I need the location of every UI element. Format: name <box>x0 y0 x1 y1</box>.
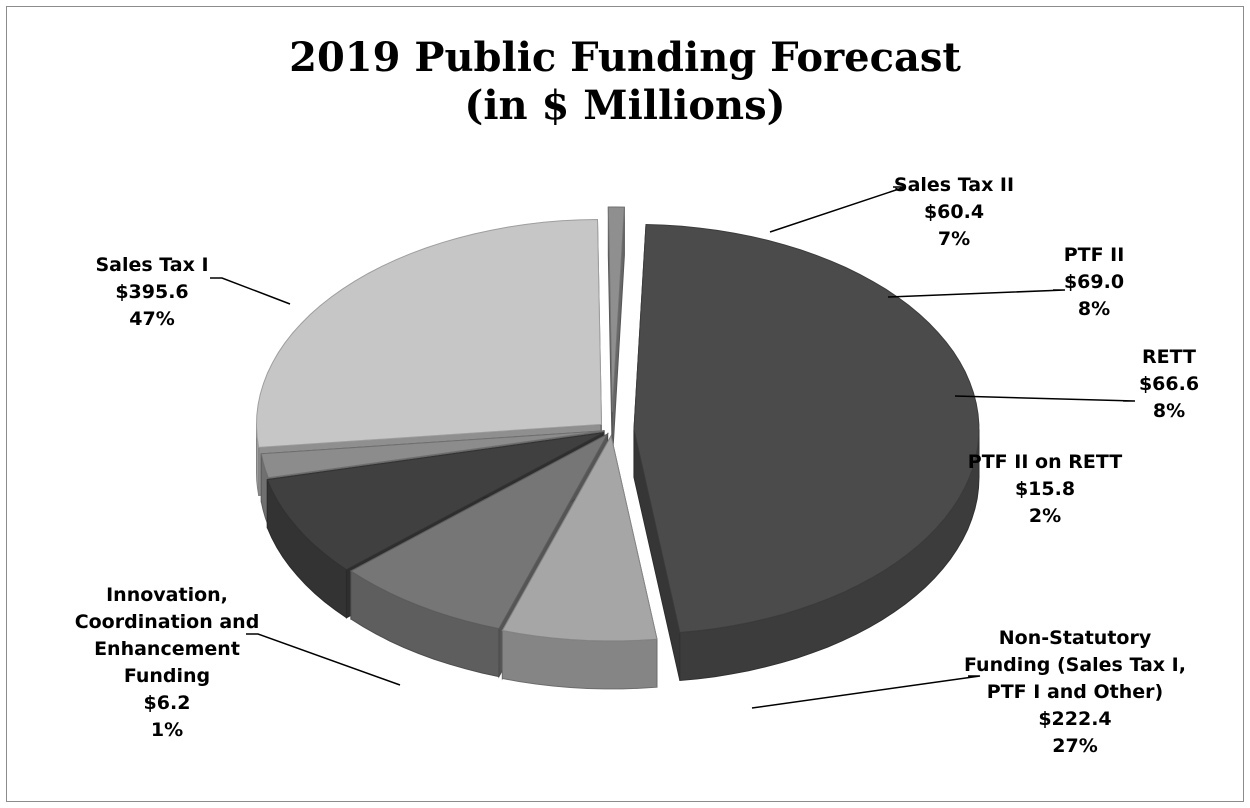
slice-percent: 8% <box>1152 400 1186 422</box>
slice-percent: 7% <box>937 228 971 250</box>
slice-percent: 8% <box>1077 298 1111 320</box>
slice-label-sales_tax_i: Sales Tax I $395.6 47% <box>2 252 302 333</box>
slice-tops <box>255 206 980 642</box>
slice-name: Enhancement <box>94 638 240 660</box>
slice-percent: 2% <box>1028 505 1062 527</box>
slice-innovation <box>607 206 625 413</box>
leader-lines <box>210 186 1136 709</box>
slice-percent: 27% <box>1052 735 1098 757</box>
slice-name: RETT <box>1142 346 1196 368</box>
slice-name: Funding (Sales Tax I, <box>964 654 1186 676</box>
leader-line-rett <box>954 395 1136 402</box>
slice-value: $15.8 <box>1014 478 1076 500</box>
slice-label-sales_tax_ii: Sales Tax II $60.4 7% <box>804 172 1104 253</box>
slice-ptf_ii_on_rett <box>260 430 605 479</box>
slice-name: Innovation, <box>106 584 228 606</box>
slice-name: Sales Tax I <box>95 254 209 276</box>
slice-percent: 47% <box>129 308 175 330</box>
slice-sales_tax_ii <box>501 434 658 642</box>
slice-value: $222.4 <box>1038 708 1112 730</box>
slice-label-non_statutory: Non-Statutory Funding (Sales Tax I, PTF I … <box>925 625 1225 760</box>
slice-rett <box>266 432 604 571</box>
slice-name: Funding <box>123 665 211 687</box>
slice-name: PTF II on RETT <box>967 451 1123 473</box>
leader-line-innovation <box>246 633 401 686</box>
slice-label-innovation: Innovation, Coordination and Enhancement Fu… <box>17 582 317 744</box>
chart-title: 2019 Public Funding Forecast <box>289 34 961 81</box>
slice-name: PTF I and Other) <box>986 681 1164 703</box>
slice-name: Sales Tax II <box>893 174 1015 196</box>
chart-subtitle: (in $ Millions) <box>464 82 786 129</box>
leader-line-sales_tax_ii <box>769 186 906 233</box>
slice-label-ptf_ii_on_rett: PTF II on RETT $15.8 2% <box>895 449 1195 530</box>
slice-label-rett: RETT $66.6 8% <box>1019 344 1250 425</box>
leader-line-sales_tax_i <box>210 277 291 305</box>
slice-name: PTF II <box>1063 244 1125 266</box>
slice-percent: 1% <box>150 719 184 741</box>
slice-non_statutory <box>255 218 603 448</box>
leader-line-ptf_ii <box>887 289 1066 298</box>
slice-value: $66.6 <box>1138 373 1200 395</box>
leader-line-non_statutory <box>751 675 981 709</box>
slice-label-ptf_ii: PTF II $69.0 8% <box>944 242 1244 323</box>
slice-name: Coordination and <box>74 611 260 633</box>
slice-value: $69.0 <box>1063 271 1125 293</box>
slice-ptf_ii <box>349 432 609 630</box>
slice-name: Non-Statutory <box>998 627 1152 649</box>
slice-value: $395.6 <box>115 281 189 303</box>
slice-value: $6.2 <box>143 692 191 714</box>
slice-sales_tax_i <box>633 223 980 634</box>
slice-value: $60.4 <box>923 201 985 223</box>
